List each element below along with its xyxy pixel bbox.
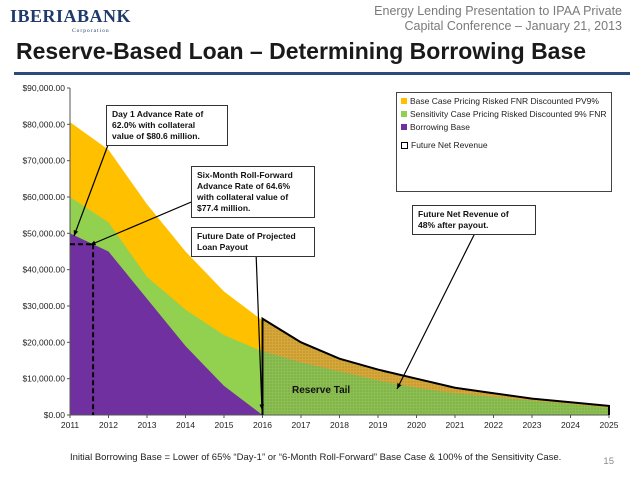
slide-title: Reserve-Based Loan – Determining Borrowi…: [16, 38, 587, 64]
logo-subtext: Corporation: [72, 28, 110, 34]
legend-swatch-sensitivity: [401, 111, 407, 117]
y-tick-label: $10,000.00: [22, 374, 65, 384]
legend-item-future-net-revenue: Future Net Revenue: [401, 140, 607, 150]
y-tick-label: $0.00: [44, 410, 66, 420]
x-tick-label: 2023: [523, 420, 542, 430]
six-month-arrow-head: [90, 240, 96, 245]
x-tick-label: 2022: [484, 420, 503, 430]
annotation-payout-line-1: Future Date of Projected: [197, 231, 296, 241]
x-tick-label: 2014: [176, 420, 195, 430]
annotation-day1-line-1: Day 1 Advance Rate of: [112, 109, 204, 119]
legend-swatch-future-net-revenue: [401, 142, 408, 149]
y-tick-label: $20,000.00: [22, 337, 65, 347]
fnr-arrow-head: [397, 383, 402, 389]
x-tick-label: 2013: [138, 420, 157, 430]
footnote: Initial Borrowing Base = Lower of 65% “D…: [70, 452, 562, 463]
logo-wordmark: IBERIABANK: [10, 6, 132, 26]
x-tick-label: 2018: [330, 420, 349, 430]
annotation-fnr-line-1: Future Net Revenue of: [418, 209, 509, 219]
x-tick-label: 2024: [561, 420, 580, 430]
series-borrowing-base-area: [70, 233, 263, 415]
x-tick-label: 2015: [215, 420, 234, 430]
legend-item-sensitivity: Sensitivity Case Pricing Risked Discount…: [401, 109, 607, 119]
y-tick-label: $80,000.00: [22, 119, 65, 129]
header-line-1: Energy Lending Presentation to IPAA Priv…: [374, 4, 622, 18]
legend-swatch-base-case: [401, 98, 407, 104]
header-line-2: Capital Conference – January 21, 2013: [404, 19, 622, 33]
fnr-arrow: [396, 232, 476, 390]
day1-arrow: [73, 144, 109, 237]
series-sensitivity-tail-area: [262, 351, 609, 415]
x-tick-label: 2011: [61, 420, 80, 430]
x-tick-label: 2017: [292, 420, 311, 430]
annotation-day1-line-3: value of $80.6 million.: [112, 131, 200, 141]
annotation-fnr-line-2: 48% after payout.: [418, 220, 489, 230]
legend-item-base-case: Base Case Pricing Risked FNR Discounted …: [401, 96, 607, 106]
x-tick-label: 2021: [446, 420, 465, 430]
annotation-six-month-line-3: with collateral value of: [197, 192, 289, 202]
legend-label-sensitivity: Sensitivity Case Pricing Risked Discount…: [410, 109, 607, 119]
title-rule: [14, 72, 630, 75]
y-tick-label: $60,000.00: [22, 192, 65, 202]
presentation-header: Energy Lending Presentation to IPAA Priv…: [292, 4, 622, 34]
legend-item-borrowing-base: Borrowing Base: [401, 122, 607, 132]
annotation-loan-payout: Future Date of Projected Loan Payout: [191, 227, 315, 257]
chart-legend: Base Case Pricing Risked FNR Discounted …: [396, 92, 612, 192]
y-tick-label: $90,000.00: [22, 83, 65, 93]
y-tick-label: $30,000.00: [22, 301, 65, 311]
legend-label-borrowing-base: Borrowing Base: [410, 122, 471, 132]
reserve-tail-label: Reserve Tail: [292, 385, 350, 396]
legend-label-future-net-revenue: Future Net Revenue: [411, 140, 488, 150]
annotation-six-month-line-2: Advance Rate of 64.6%: [197, 181, 291, 191]
borrowing-base-chart: $0.00 $10,000.00 $20,000.00 $30,000.00 $40,0…: [22, 83, 619, 430]
payout-arrow-head: [259, 404, 265, 410]
annotation-day1-line-2: 62.0% with collateral: [112, 120, 196, 130]
x-tick-label: 2016: [253, 420, 272, 430]
annotation-future-net-revenue: Future Net Revenue of 48% after payout.: [412, 205, 536, 235]
series-future-net-revenue-line: [261, 316, 610, 415]
six-month-arrow: [89, 199, 197, 246]
annotation-six-month-line-1: Six-Month Roll-Forward: [197, 170, 293, 180]
legend-label-base-case: Base Case Pricing Risked FNR Discounted …: [410, 96, 599, 106]
day1-arrow-head: [73, 230, 79, 236]
x-tick-label: 2012: [99, 420, 118, 430]
x-tick-label: 2019: [369, 420, 388, 430]
y-tick-label: $50,000.00: [22, 228, 65, 238]
payout-arrow: [255, 251, 263, 411]
page-number: 15: [603, 456, 614, 467]
annotation-six-month-line-4: $77.4 million.: [197, 203, 251, 213]
legend-swatch-borrowing-base: [401, 124, 407, 130]
x-tick-label: 2020: [407, 420, 426, 430]
annotation-day1-advance: Day 1 Advance Rate of 62.0% with collate…: [106, 105, 228, 146]
y-tick-label: $70,000.00: [22, 156, 65, 166]
iberiabank-logo: IBERIABANK Corporation: [10, 6, 132, 34]
x-tick-label: 2025: [600, 420, 619, 430]
annotation-six-month-roll-forward: Six-Month Roll-Forward Advance Rate of 6…: [191, 166, 315, 218]
annotation-payout-line-2: Loan Payout: [197, 242, 249, 252]
y-tick-label: $40,000.00: [22, 265, 65, 275]
